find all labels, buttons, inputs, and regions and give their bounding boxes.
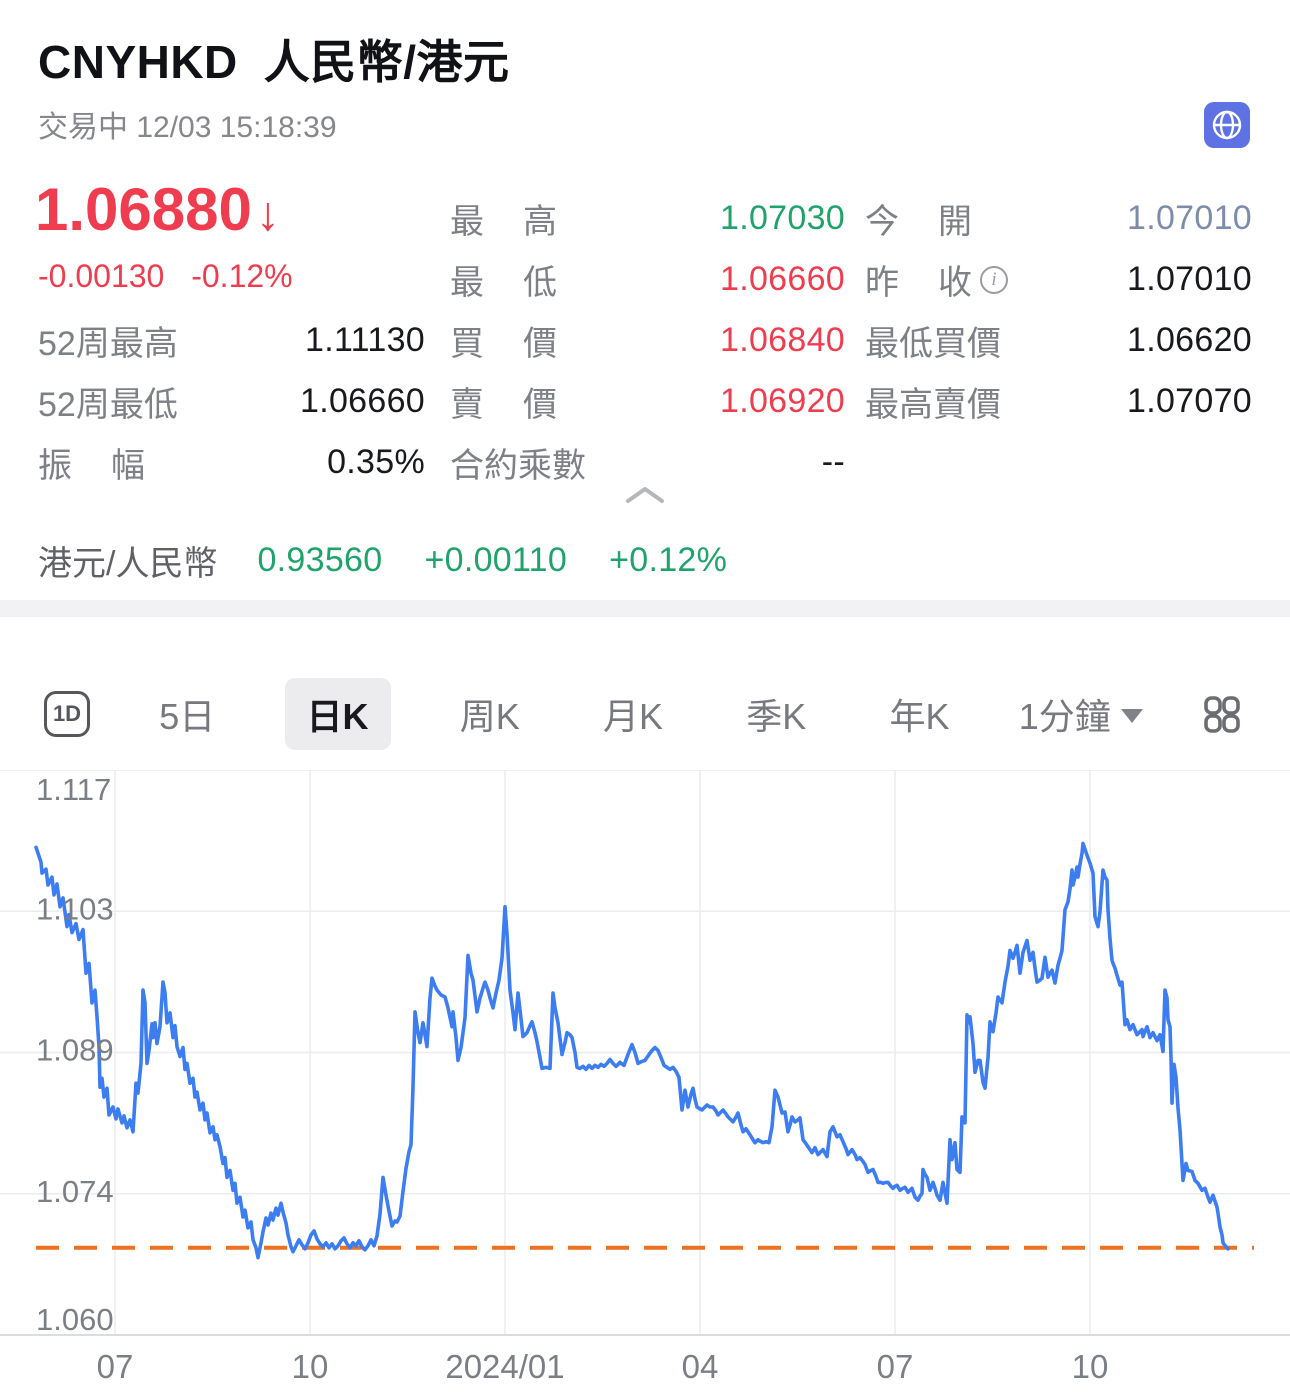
stat-value: 1.11130 — [305, 321, 425, 359]
tab-5日[interactable]: 5日 — [159, 695, 216, 737]
stat-label: 賣價 — [450, 386, 557, 424]
inverse-rate-row: 港元/人民幣 0.93560 +0.00110 +0.12% — [38, 536, 769, 585]
quote-datetime: 12/03 15:18:39 — [136, 111, 337, 144]
stat-value: 1.06660 — [299, 382, 425, 420]
collapse-button[interactable] — [612, 478, 678, 512]
stat-value: 1.06840 — [719, 321, 845, 359]
tab-季K[interactable]: 季K — [746, 695, 807, 737]
minute-period-dropdown[interactable]: 1分鐘 — [1019, 688, 1143, 740]
stat-label: 最低買價 — [865, 325, 1001, 363]
trading-status: 交易中 — [38, 111, 128, 144]
stats-column-middle: 最高 1.07030 最低 1.06660 買價 1.06840 賣價 1.06920 合約乘數… — [450, 188, 845, 493]
x-axis-tick-label: 04 — [682, 1348, 719, 1385]
stat-row: 振幅 0.35% — [38, 432, 425, 493]
stat-label: 振幅 — [38, 447, 145, 485]
y-axis-tick-label: 1.074 — [36, 1174, 114, 1209]
stat-label: 最高 — [450, 203, 557, 241]
stat-label: 最高賣價 — [865, 386, 1001, 424]
stat-label: 今開 — [865, 203, 972, 241]
inverse-change-pct: +0.12% — [609, 541, 728, 579]
line-chart-svg: 1.117 1.103 1.089 1.074 1.060 07 10 2024/01 04 07… — [0, 770, 1290, 1385]
stat-row: 最低 1.06660 — [450, 249, 845, 310]
stat-label: 最低 — [450, 264, 557, 302]
stat-row: 買價 1.06840 — [450, 310, 845, 371]
stat-label: 合約乘數 — [450, 447, 586, 485]
price-change-line: -0.00130 -0.12% — [38, 258, 311, 295]
y-axis-tick-label: 1.117 — [36, 772, 111, 807]
down-arrow-icon: ↓ — [255, 188, 280, 241]
tab-年K[interactable]: 年K — [889, 695, 950, 737]
symbol-name: 人民幣/港元 — [263, 36, 510, 88]
stat-label: 買價 — [450, 325, 557, 363]
stat-row: 最低買價 1.06620 — [865, 310, 1252, 371]
stat-label: 52周最低 — [38, 386, 178, 424]
symbol-code: CNYHKD — [38, 36, 238, 88]
inverse-pair-label: 港元/人民幣 — [38, 545, 218, 583]
x-axis-tick-label: 07 — [877, 1348, 914, 1385]
section-divider — [0, 600, 1290, 617]
chevron-up-icon — [622, 484, 668, 506]
stat-row: 合約乘數 -- — [450, 432, 845, 493]
chart-period-tabbar: 1D 5日 日K 周K 月K 季K 年K 1分鐘 — [0, 617, 1290, 770]
stats-column-left: 52周最高 1.11130 52周最低 1.06660 振幅 0.35% — [38, 310, 425, 493]
stat-row: 最高 1.07030 — [450, 188, 845, 249]
stat-value: 1.06920 — [719, 382, 845, 420]
x-axis-tick-label: 07 — [97, 1348, 134, 1385]
x-axis-tick-label: 10 — [1072, 1348, 1109, 1385]
x-axis-tick-label: 10 — [292, 1348, 329, 1385]
y-axis-tick-label: 1.103 — [36, 891, 114, 926]
trading-status-line: 交易中 12/03 15:18:39 — [38, 102, 337, 146]
stat-value: 1.07070 — [1126, 382, 1252, 420]
globe-button[interactable] — [1204, 102, 1250, 148]
tab-1d-icon[interactable]: 1D — [44, 690, 90, 737]
price-line-series — [34, 841, 1230, 1260]
quote-card: CNYHKD 人民幣/港元 交易中 12/03 15:18:39 1.06880↓… — [0, 0, 1290, 617]
tab-周K[interactable]: 周K — [459, 695, 520, 737]
x-axis-tick-label: 2024/01 — [445, 1348, 564, 1385]
stat-value: 1.06660 — [719, 260, 845, 298]
tab-月K[interactable]: 月K — [602, 695, 663, 737]
tab-日K[interactable]: 日K — [284, 677, 391, 750]
caret-down-icon — [1120, 708, 1143, 723]
y-axis-tick-label: 1.089 — [36, 1033, 114, 1068]
stat-label: 52周最高 — [38, 325, 178, 363]
y-axis-tick-label: 1.060 — [36, 1302, 114, 1337]
stat-value: 1.07010 — [1126, 199, 1252, 237]
stat-value: 1.07030 — [719, 199, 845, 237]
inverse-change: +0.00110 — [424, 541, 568, 579]
stat-label: 昨收 i — [865, 255, 1008, 304]
stat-value: -- — [821, 443, 845, 481]
stat-value: 1.07010 — [1126, 260, 1252, 298]
stat-row: 今開 1.07010 — [865, 188, 1252, 249]
price-change-pct: -0.12% — [191, 258, 293, 294]
info-icon[interactable]: i — [980, 265, 1008, 294]
stat-row: 最高賣價 1.07070 — [865, 371, 1252, 432]
stat-row: 昨收 i 1.07010 — [865, 249, 1252, 310]
inverse-price: 0.93560 — [257, 541, 383, 579]
stat-row: 52周最高 1.11130 — [38, 310, 425, 371]
last-price: 1.06880↓ — [35, 176, 280, 243]
price-chart[interactable]: 1.117 1.103 1.089 1.074 1.060 07 10 2024/01 04 07… — [0, 770, 1290, 1394]
page-title: CNYHKD 人民幣/港元 — [38, 26, 510, 92]
stat-value: 1.06620 — [1126, 321, 1252, 359]
price-change: -0.00130 — [38, 258, 165, 294]
grid-icon[interactable] — [1198, 690, 1246, 738]
stat-row: 52周最低 1.06660 — [38, 371, 425, 432]
stat-row: 賣價 1.06920 — [450, 371, 845, 432]
stats-column-right: 今開 1.07010 昨收 i 1.07010 最低買價 1.06620 最高賣價 1.0707… — [865, 188, 1252, 432]
stat-value: 0.35% — [327, 443, 425, 481]
globe-icon — [1210, 108, 1244, 142]
